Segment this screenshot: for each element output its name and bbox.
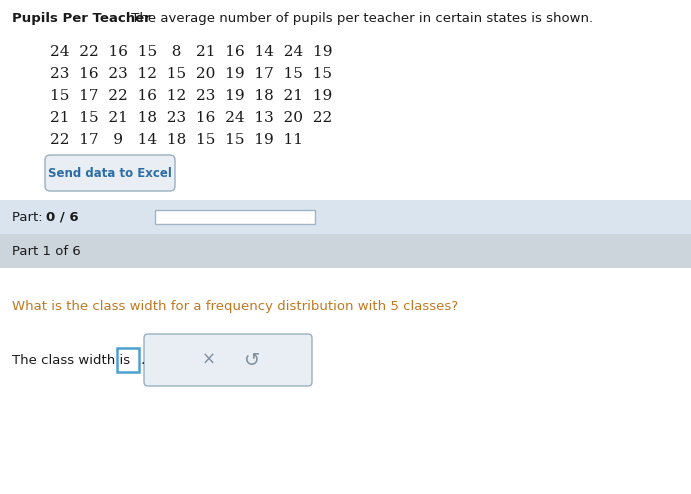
Text: The class width is: The class width is [12, 354, 130, 367]
Text: Send data to Excel: Send data to Excel [48, 166, 172, 179]
Text: 21  15  21  18  23  16  24  13  20  22: 21 15 21 18 23 16 24 13 20 22 [50, 111, 332, 125]
Text: ×: × [202, 351, 216, 369]
Text: Part 1 of 6: Part 1 of 6 [12, 245, 81, 257]
Text: 0 / 6: 0 / 6 [46, 210, 79, 223]
Bar [0, 200, 691, 234]
Text: Pupils Per Teacher: Pupils Per Teacher [12, 12, 151, 25]
Text: ↺: ↺ [244, 351, 261, 370]
Text: 15  17  22  16  12  23  19  18  21  19: 15 17 22 16 12 23 19 18 21 19 [50, 89, 332, 103]
Text: 24  22  16  15   8   21  16  14  24  19: 24 22 16 15 8 21 16 14 24 19 [50, 45, 332, 59]
Text: 23  16  23  12  15  20  19  17  15  15: 23 16 23 12 15 20 19 17 15 15 [50, 67, 332, 81]
Bar [0, 268, 691, 494]
Bar [155, 210, 315, 224]
Text: The average number of pupils per teacher in certain states is shown.: The average number of pupils per teacher… [127, 12, 593, 25]
Text: .: . [141, 353, 145, 367]
Text: 22  17   9   14  18  15  15  19  11: 22 17 9 14 18 15 15 19 11 [50, 133, 303, 147]
FancyBboxPatch shape [45, 155, 175, 191]
FancyBboxPatch shape [144, 334, 312, 386]
Bar [0, 234, 691, 268]
Text: Part:: Part: [12, 210, 47, 223]
FancyBboxPatch shape [117, 348, 139, 372]
Text: What is the class width for a frequency distribution with 5 classes?: What is the class width for a frequency … [12, 300, 458, 313]
